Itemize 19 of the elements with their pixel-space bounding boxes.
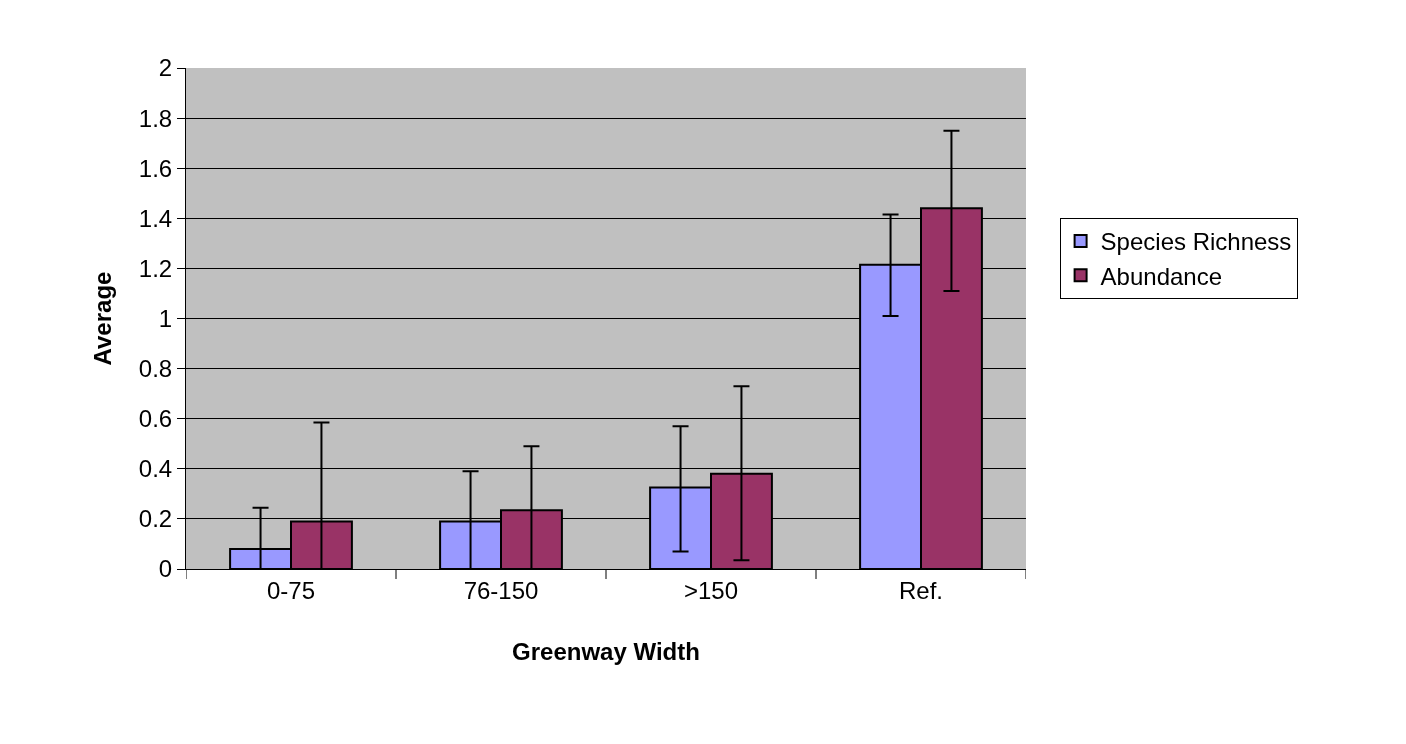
x-tick-label: Ref. <box>898 576 944 604</box>
y-tick-label: 1.8 <box>138 104 173 132</box>
x-tick-label: >150 <box>683 576 739 604</box>
x-axis-title: Greenway Width <box>512 638 700 666</box>
y-tick-label: 0.6 <box>138 405 173 433</box>
legend-label: Abundance <box>1100 262 1223 290</box>
y-axis-title: Average <box>88 271 116 366</box>
y-tick-label: 1.4 <box>138 204 173 232</box>
legend-label: Species Richness <box>1100 228 1292 256</box>
y-tick-label: 2 <box>158 54 173 82</box>
y-tick-label: 1.6 <box>138 154 173 182</box>
y-tick-label: 0.2 <box>138 505 173 533</box>
y-tick-label: 0.4 <box>138 455 173 483</box>
x-tick-label: 76-150 <box>463 576 539 604</box>
y-tick-label: 0.8 <box>138 355 173 382</box>
y-tick-label: 1.2 <box>138 254 173 282</box>
y-tick-label: 0 <box>158 555 173 583</box>
y-tick-label: 1 <box>158 304 173 332</box>
x-tick-label: 0-75 <box>266 576 316 604</box>
